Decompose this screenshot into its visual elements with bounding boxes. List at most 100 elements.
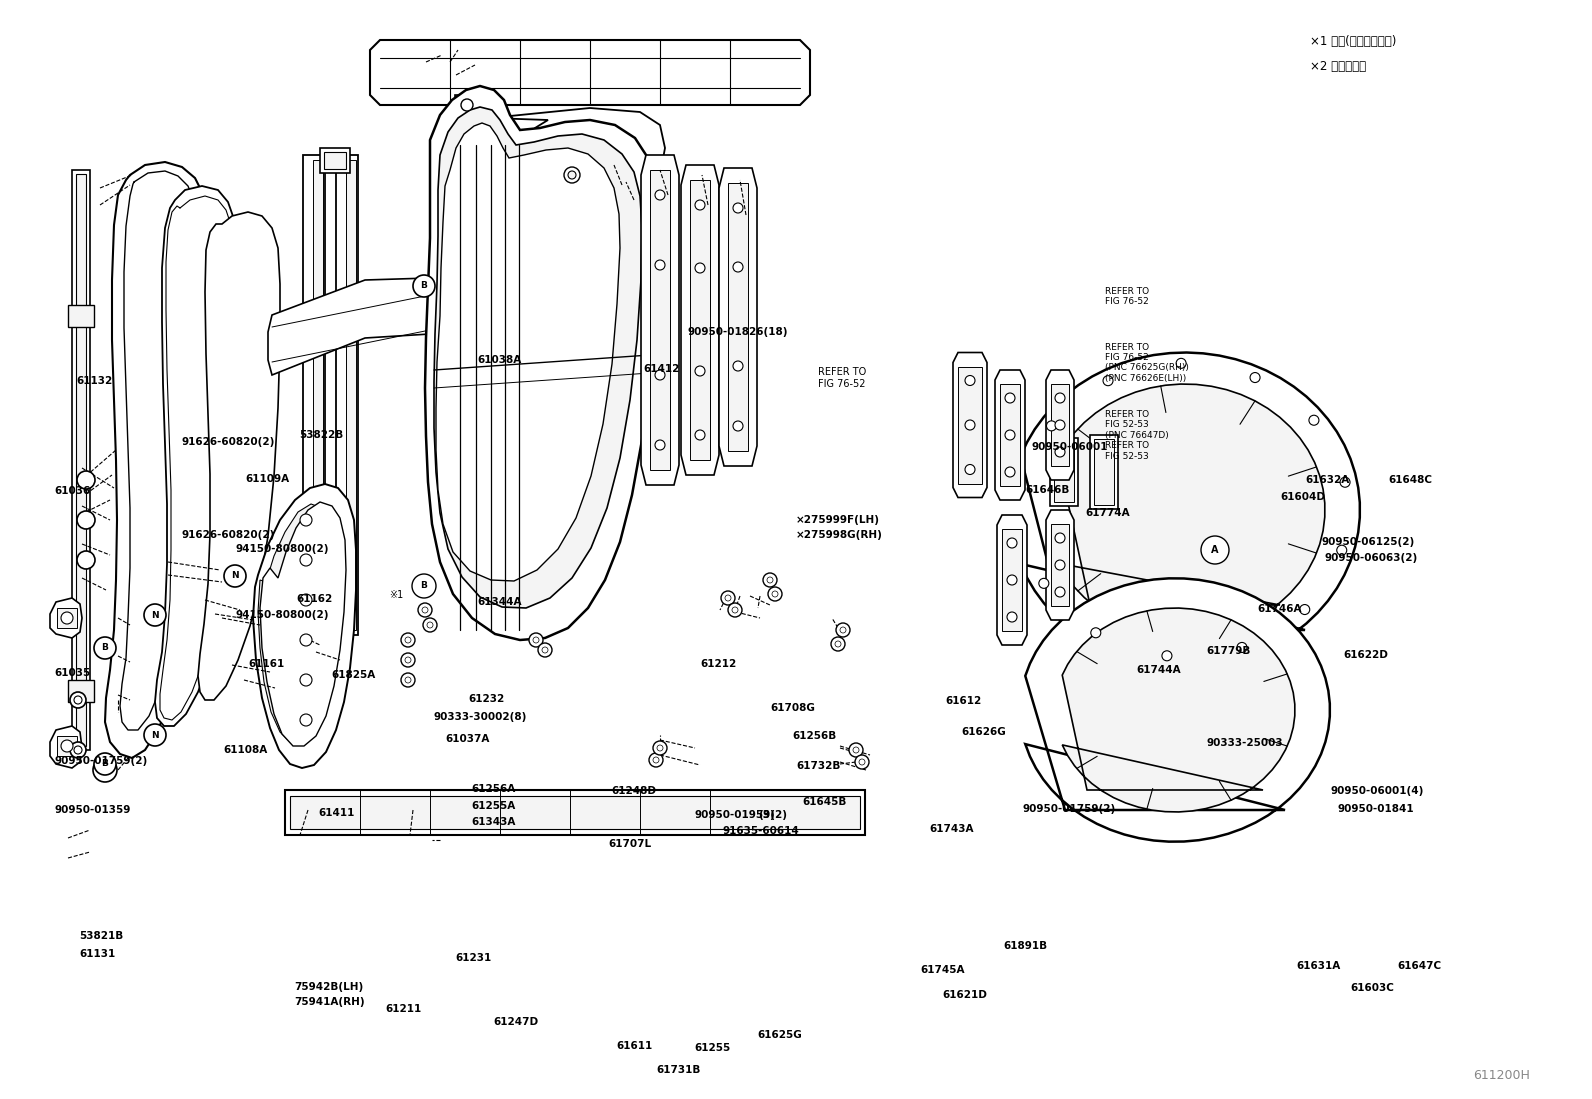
Circle shape bbox=[299, 554, 312, 566]
Text: 61255: 61255 bbox=[694, 1043, 731, 1054]
Bar bbox=[68, 680, 94, 702]
Polygon shape bbox=[435, 107, 642, 608]
Circle shape bbox=[401, 653, 416, 667]
Circle shape bbox=[732, 421, 743, 431]
Polygon shape bbox=[436, 123, 619, 581]
Polygon shape bbox=[1051, 384, 1068, 466]
Bar bbox=[320, 148, 350, 173]
Circle shape bbox=[401, 673, 416, 687]
Polygon shape bbox=[258, 504, 338, 742]
Polygon shape bbox=[267, 278, 435, 375]
Bar bbox=[1094, 439, 1114, 506]
Text: 94150-80800(2): 94150-80800(2) bbox=[236, 610, 330, 621]
Text: 90333-25003: 90333-25003 bbox=[1207, 737, 1283, 748]
Text: ×1 無し(ムーンルーフ): ×1 無し(ムーンルーフ) bbox=[1310, 35, 1396, 48]
Circle shape bbox=[423, 618, 436, 632]
Text: 61247D: 61247D bbox=[494, 1017, 538, 1028]
Text: 91635-60614: 91635-60614 bbox=[723, 825, 799, 836]
Text: 61603C: 61603C bbox=[1350, 983, 1395, 993]
Text: 61648C: 61648C bbox=[1388, 475, 1433, 486]
Circle shape bbox=[1055, 420, 1065, 430]
Circle shape bbox=[732, 607, 739, 613]
Circle shape bbox=[412, 574, 436, 598]
Text: 94150-80800(2): 94150-80800(2) bbox=[236, 544, 330, 555]
Text: 61035: 61035 bbox=[54, 667, 91, 678]
Text: 90950-06063(2): 90950-06063(2) bbox=[1325, 553, 1418, 564]
Text: 61625G: 61625G bbox=[758, 1030, 802, 1041]
Text: 61707L: 61707L bbox=[608, 839, 651, 850]
Circle shape bbox=[76, 471, 96, 489]
Text: 61412: 61412 bbox=[643, 364, 680, 375]
Circle shape bbox=[1162, 651, 1172, 660]
Circle shape bbox=[1337, 545, 1347, 555]
Text: 61037A: 61037A bbox=[446, 733, 490, 744]
Circle shape bbox=[94, 637, 116, 659]
Text: REFER TO
FIG 76-52: REFER TO FIG 76-52 bbox=[1105, 287, 1149, 307]
Polygon shape bbox=[1000, 384, 1020, 486]
Circle shape bbox=[654, 370, 665, 380]
Text: 61622D: 61622D bbox=[1344, 650, 1388, 660]
Circle shape bbox=[653, 741, 667, 755]
Text: 61745A: 61745A bbox=[920, 965, 965, 976]
Circle shape bbox=[1055, 560, 1065, 570]
Circle shape bbox=[299, 514, 312, 526]
Bar bbox=[68, 306, 94, 328]
Polygon shape bbox=[1046, 510, 1075, 620]
Bar bbox=[728, 184, 748, 451]
Polygon shape bbox=[995, 370, 1025, 500]
Circle shape bbox=[419, 603, 431, 617]
Polygon shape bbox=[369, 40, 810, 106]
Polygon shape bbox=[154, 186, 240, 726]
Circle shape bbox=[1237, 643, 1247, 653]
Text: 61732B: 61732B bbox=[796, 761, 841, 771]
Text: A: A bbox=[102, 765, 108, 775]
Text: 90950-01359: 90950-01359 bbox=[54, 804, 131, 815]
Circle shape bbox=[404, 677, 411, 682]
Polygon shape bbox=[720, 168, 758, 466]
Text: 61343A: 61343A bbox=[471, 817, 516, 828]
Bar bbox=[290, 796, 860, 829]
Text: REFER TO
FIG 52-53
(PNC 76647D)
REFER TO
FIG 52-53: REFER TO FIG 52-53 (PNC 76647D) REFER TO… bbox=[1105, 410, 1169, 460]
Text: 61232: 61232 bbox=[468, 693, 505, 704]
Text: 61256B: 61256B bbox=[793, 731, 837, 742]
Bar bbox=[455, 95, 481, 125]
Text: ×275999F(LH): ×275999F(LH) bbox=[796, 514, 880, 525]
Circle shape bbox=[965, 465, 974, 475]
Text: B: B bbox=[102, 759, 108, 768]
Text: 61646B: 61646B bbox=[1025, 485, 1070, 496]
Circle shape bbox=[1250, 373, 1259, 382]
Text: 61255A: 61255A bbox=[471, 800, 516, 811]
Text: 61212: 61212 bbox=[700, 658, 737, 669]
Circle shape bbox=[728, 603, 742, 617]
Text: 61344A: 61344A bbox=[478, 597, 522, 608]
Bar bbox=[302, 155, 325, 635]
Circle shape bbox=[1055, 587, 1065, 597]
Polygon shape bbox=[425, 86, 657, 640]
Text: 61626G: 61626G bbox=[962, 726, 1006, 737]
Text: 61611: 61611 bbox=[616, 1041, 653, 1052]
Circle shape bbox=[1340, 477, 1350, 487]
Bar bbox=[76, 174, 86, 746]
Text: 61109A: 61109A bbox=[245, 474, 290, 485]
Circle shape bbox=[831, 637, 845, 651]
Text: 61411: 61411 bbox=[318, 808, 355, 819]
Circle shape bbox=[654, 260, 665, 270]
Text: N: N bbox=[231, 571, 239, 580]
Circle shape bbox=[299, 634, 312, 646]
Text: ※1: ※1 bbox=[388, 590, 403, 600]
Text: 61779B: 61779B bbox=[1207, 645, 1251, 656]
Text: 61743A: 61743A bbox=[930, 823, 974, 834]
Polygon shape bbox=[1001, 529, 1022, 631]
Circle shape bbox=[732, 262, 743, 271]
Text: 90950-06001(4): 90950-06001(4) bbox=[1331, 786, 1425, 797]
Circle shape bbox=[763, 573, 777, 587]
Circle shape bbox=[1176, 358, 1186, 368]
Circle shape bbox=[860, 759, 864, 765]
Text: 61631A: 61631A bbox=[1296, 961, 1340, 972]
Circle shape bbox=[299, 593, 312, 606]
Circle shape bbox=[1040, 578, 1049, 588]
Bar bbox=[1051, 439, 1078, 506]
Text: 61708G: 61708G bbox=[771, 702, 815, 713]
Polygon shape bbox=[49, 598, 83, 639]
Polygon shape bbox=[1059, 384, 1325, 636]
